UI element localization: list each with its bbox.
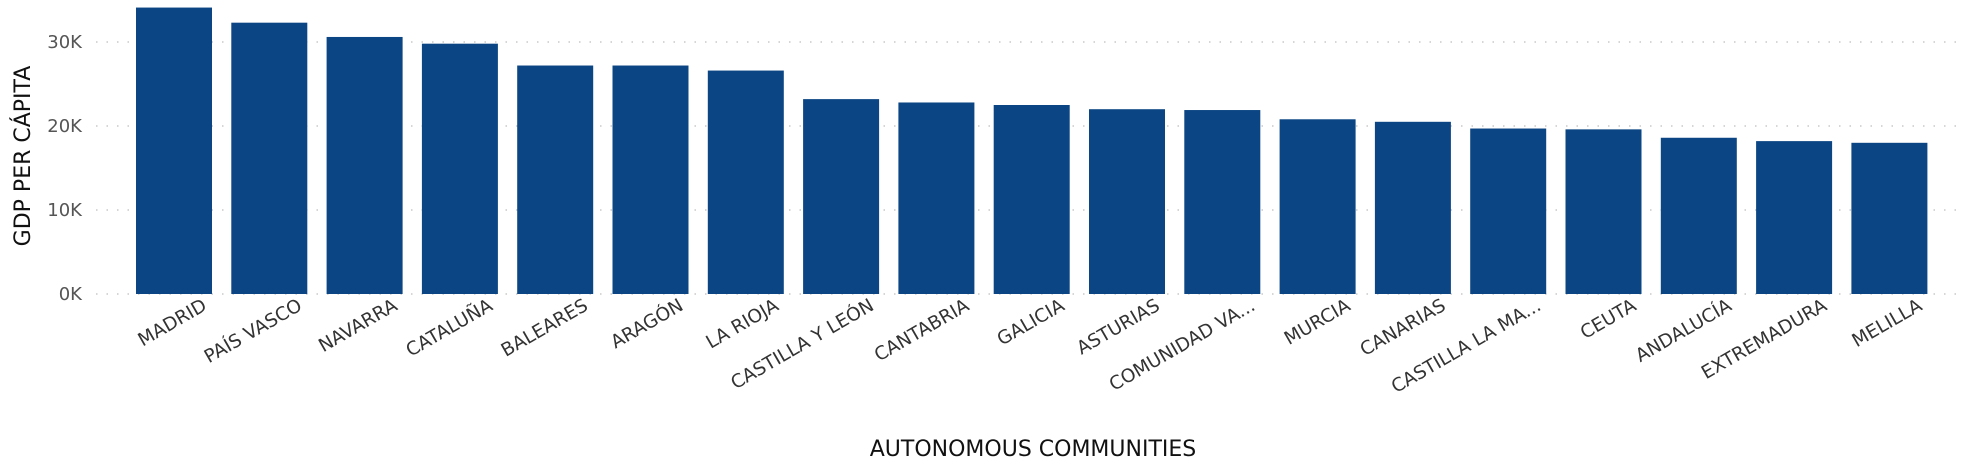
bar[interactable] xyxy=(1470,128,1547,294)
bar[interactable] xyxy=(1089,109,1165,294)
x-tick-label: MELILLA xyxy=(1849,295,1927,352)
y-tick-label: 30K xyxy=(47,32,83,53)
x-axis-title: AUTONOMOUS COMMUNITIES xyxy=(870,437,1197,462)
y-tick-label: 10K xyxy=(47,200,83,221)
bar[interactable] xyxy=(1279,119,1356,294)
bar[interactable] xyxy=(1851,142,1928,294)
x-tick-label: NAVARRA xyxy=(315,295,401,357)
y-axis-ticks: 0K 10K 20K 30K xyxy=(47,32,83,305)
bar[interactable] xyxy=(517,65,594,295)
bar[interactable] xyxy=(1374,121,1451,294)
bar[interactable] xyxy=(136,7,212,295)
bar[interactable] xyxy=(1756,141,1833,294)
y-tick-label: 0K xyxy=(59,284,83,305)
x-tick-label: BALEARES xyxy=(498,295,592,361)
bar[interactable] xyxy=(612,65,689,295)
bar[interactable] xyxy=(803,99,880,295)
x-tick-label: CANARIAS xyxy=(1357,295,1450,361)
bar[interactable] xyxy=(1660,137,1737,294)
bar[interactable] xyxy=(898,102,975,294)
bars xyxy=(136,7,1928,295)
bar[interactable] xyxy=(1184,110,1261,294)
bar[interactable] xyxy=(421,43,498,295)
x-tick-label: ASTURIAS xyxy=(1073,295,1163,359)
x-tick-label: LA RIOJA xyxy=(703,295,783,353)
y-axis-title: GDP PER CÁPITA xyxy=(10,66,36,247)
bar[interactable] xyxy=(993,105,1070,294)
bar[interactable] xyxy=(326,36,403,295)
x-tick-label: CATALUÑA xyxy=(402,294,497,361)
bar[interactable] xyxy=(707,70,784,294)
x-tick-label: PAÍS VASCO xyxy=(200,294,305,368)
bar[interactable] xyxy=(1565,129,1642,294)
x-tick-label: MURCIA xyxy=(1281,295,1355,350)
x-tick-label: ARAGÓN xyxy=(607,294,687,353)
bar[interactable] xyxy=(231,22,308,295)
y-tick-label: 20K xyxy=(47,116,83,137)
x-tick-label: GALICIA xyxy=(994,295,1069,350)
x-tick-label: CEUTA xyxy=(1577,295,1640,344)
x-tick-label: CANTABRIA xyxy=(871,295,973,366)
x-tick-label: MADRID xyxy=(135,295,211,351)
